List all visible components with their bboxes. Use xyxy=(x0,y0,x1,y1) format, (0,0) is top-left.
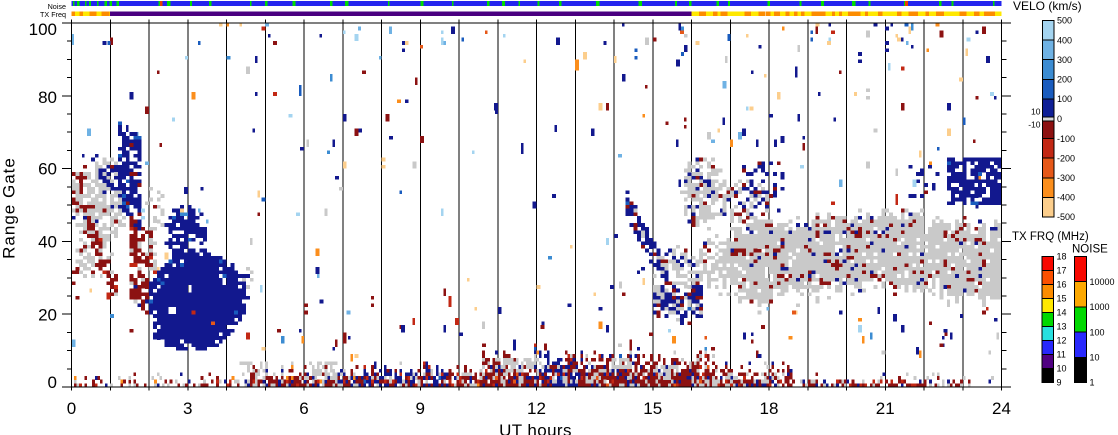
svg-text:NOISE: NOISE xyxy=(1072,244,1108,256)
svg-text:0: 0 xyxy=(1057,114,1062,124)
svg-text:-400: -400 xyxy=(1057,193,1075,203)
svg-text:10000: 10000 xyxy=(1090,277,1115,287)
svg-text:80: 80 xyxy=(38,88,57,107)
svg-text:13: 13 xyxy=(1057,322,1067,332)
svg-text:21: 21 xyxy=(876,399,895,418)
svg-text:-200: -200 xyxy=(1057,153,1075,163)
svg-text:60: 60 xyxy=(38,160,57,179)
svg-text:6: 6 xyxy=(299,399,308,418)
svg-text:15: 15 xyxy=(1057,294,1067,304)
svg-text:1: 1 xyxy=(1090,378,1095,388)
svg-text:10: 10 xyxy=(1090,353,1100,363)
svg-text:9: 9 xyxy=(416,399,425,418)
svg-text:12: 12 xyxy=(1057,336,1067,346)
svg-text:17: 17 xyxy=(1057,266,1067,276)
svg-text:14: 14 xyxy=(1057,308,1067,318)
svg-text:500: 500 xyxy=(1057,16,1072,26)
svg-text:40: 40 xyxy=(38,233,57,252)
svg-text:-10: -10 xyxy=(1028,120,1041,130)
svg-text:TX Freq: TX Freq xyxy=(40,10,66,19)
svg-text:1000: 1000 xyxy=(1090,302,1110,312)
svg-text:10: 10 xyxy=(1031,107,1041,117)
svg-text:100: 100 xyxy=(29,20,57,39)
svg-text:-500: -500 xyxy=(1057,212,1075,222)
svg-text:UT hours: UT hours xyxy=(499,421,572,435)
svg-text:300: 300 xyxy=(1057,55,1072,65)
svg-text:15: 15 xyxy=(643,399,662,418)
svg-text:200: 200 xyxy=(1057,75,1072,85)
svg-text:16: 16 xyxy=(1057,280,1067,290)
svg-text:24: 24 xyxy=(992,399,1011,418)
svg-text:12: 12 xyxy=(527,399,546,418)
svg-text:100: 100 xyxy=(1090,327,1105,337)
svg-text:Noise: Noise xyxy=(48,2,66,11)
svg-text:18: 18 xyxy=(1057,252,1067,262)
svg-text:11: 11 xyxy=(1057,350,1066,360)
svg-text:TX FRQ (MHz): TX FRQ (MHz) xyxy=(1012,231,1089,243)
svg-text:-100: -100 xyxy=(1057,134,1075,144)
svg-text:VELO (km/s): VELO (km/s) xyxy=(1013,0,1082,13)
svg-text:-300: -300 xyxy=(1057,173,1075,183)
svg-text:0: 0 xyxy=(67,399,76,418)
svg-text:20: 20 xyxy=(38,305,57,324)
svg-text:100: 100 xyxy=(1057,94,1072,104)
svg-text:10: 10 xyxy=(1057,364,1067,374)
svg-text:9: 9 xyxy=(1057,378,1062,388)
svg-text:18: 18 xyxy=(760,399,779,418)
svg-text:Range Gate: Range Gate xyxy=(0,157,19,259)
svg-text:400: 400 xyxy=(1057,35,1072,45)
svg-text:3: 3 xyxy=(183,399,192,418)
svg-text:0: 0 xyxy=(48,373,57,392)
